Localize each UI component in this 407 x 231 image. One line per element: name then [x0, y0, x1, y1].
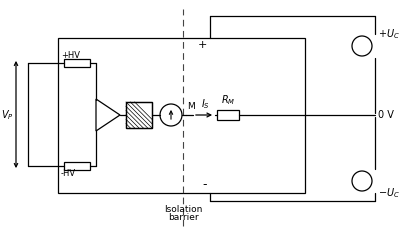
- Text: $+U_C$: $+U_C$: [378, 27, 400, 41]
- Bar: [126, 102, 152, 128]
- Text: 0 V: 0 V: [378, 110, 394, 120]
- Text: barrier: barrier: [168, 213, 198, 222]
- Text: M: M: [187, 102, 195, 111]
- Text: +HV: +HV: [61, 51, 80, 60]
- Bar: [217, 110, 239, 120]
- Text: $R_M$: $R_M$: [221, 93, 235, 107]
- Bar: [58, 38, 305, 193]
- Text: $I_S$: $I_S$: [201, 97, 210, 111]
- Text: -: -: [203, 178, 207, 191]
- Text: Isolation: Isolation: [164, 204, 202, 213]
- Circle shape: [352, 171, 372, 191]
- Circle shape: [352, 36, 372, 56]
- Circle shape: [160, 104, 182, 126]
- Text: $V_P$: $V_P$: [1, 108, 14, 122]
- Polygon shape: [96, 99, 120, 131]
- Bar: [126, 102, 152, 128]
- Bar: [64, 162, 90, 170]
- Text: -HV: -HV: [61, 169, 76, 178]
- Text: +: +: [198, 40, 207, 50]
- Text: $-U_C$: $-U_C$: [378, 186, 400, 200]
- Bar: [64, 59, 90, 67]
